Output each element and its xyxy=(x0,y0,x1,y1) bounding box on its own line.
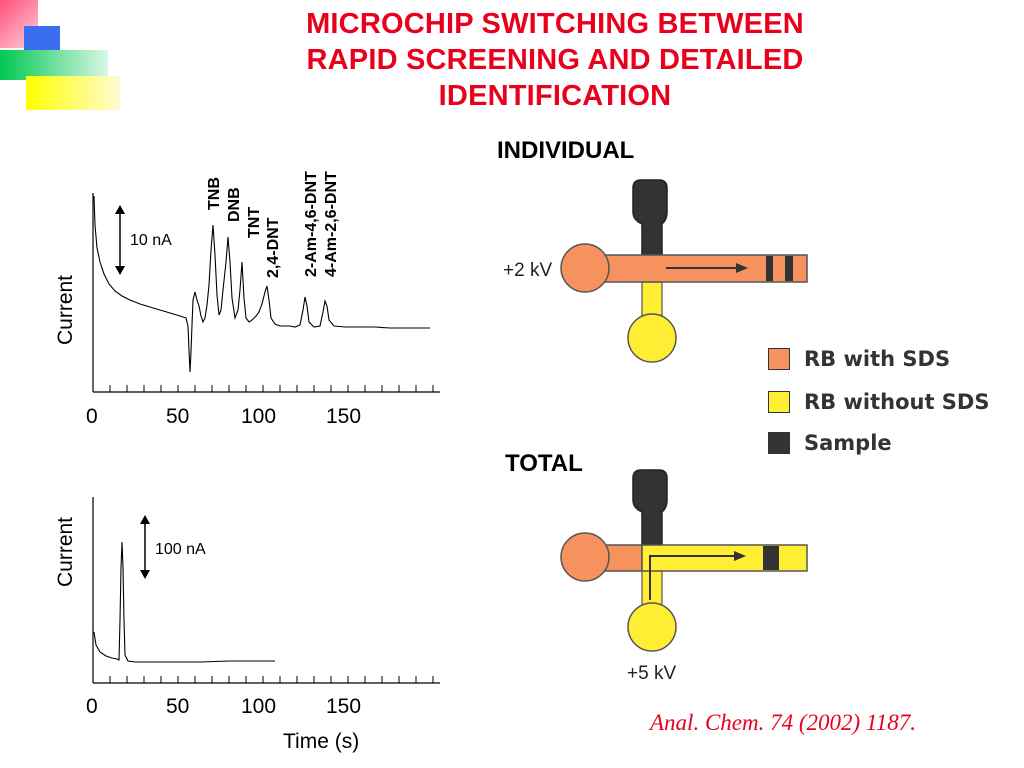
legend-item-rb-with-sds: RB with SDS xyxy=(768,346,950,372)
top-plot-xtick-labels: 0 50 100 150 xyxy=(0,405,460,431)
chip-individual-yellow-reservoir xyxy=(627,313,677,363)
chip-total-voltage: +5 kV xyxy=(627,663,677,684)
peak-label-24dnt: 2,4-DNT xyxy=(265,217,282,278)
decor-square-blue xyxy=(24,26,60,54)
legend-label-sample: Sample xyxy=(804,431,892,455)
bottom-plot: 100 nA Current xyxy=(54,497,440,684)
chip-individual-sample-band-2 xyxy=(785,256,793,281)
chip-total-sample-channel xyxy=(632,469,668,546)
legend-item-rb-without-sds: RB without SDS xyxy=(768,389,989,415)
decor-square-green xyxy=(0,50,108,80)
top-xtick-50: 50 xyxy=(166,405,190,428)
chip-individual-flow-arrow-head xyxy=(736,263,748,273)
peak-label-2am46dnt: 2-Am-4,6-DNT xyxy=(303,171,320,277)
bottom-xtick-0: 0 xyxy=(86,695,98,718)
top-plot-trace xyxy=(93,195,430,373)
bottom-plot-xtick-labels: 0 50 100 150 xyxy=(0,695,460,721)
chip-total-flow-arrow-head xyxy=(734,551,746,561)
legend-item-sample: Sample xyxy=(768,430,892,456)
top-plot: 10 nA Current TNB DNB TNT 2,4-DNT 2-Am-4… xyxy=(54,171,440,393)
bottom-scale-bar-label: 100 nA xyxy=(155,541,206,558)
top-xtick-0: 0 xyxy=(86,405,98,428)
top-scale-bar-arrow-head-up xyxy=(115,205,125,214)
chip-total-orange-reservoir xyxy=(560,532,610,582)
bottom-plot-trace xyxy=(93,541,275,663)
chip-total-yellow-horizontal-channel xyxy=(641,544,808,572)
chip-total-diagram xyxy=(560,469,808,652)
citation: Anal. Chem. 74 (2002) 1187. xyxy=(650,710,916,735)
slide-title: MICROCHIP SWITCHING BETWEEN RAPID SCREEN… xyxy=(200,6,910,114)
chip-total-flow-arrow xyxy=(649,555,738,600)
bottom-plot-ylabel: Current xyxy=(54,517,77,587)
chip-individual-diagram xyxy=(560,179,808,363)
peak-label-tnb: TNB xyxy=(206,177,223,210)
chip-individual-sample-channel xyxy=(632,179,668,256)
legend-label-rb-without-sds: RB without SDS xyxy=(804,390,990,414)
top-scale-bar-label: 10 nA xyxy=(130,232,172,249)
bottom-plot-xlabel: Time (s) xyxy=(283,730,360,753)
bottom-plot-x-tickmarks xyxy=(109,676,434,683)
total-heading: TOTAL xyxy=(505,450,583,477)
decor-square-yellow xyxy=(26,76,120,110)
chip-individual-sample-band-1 xyxy=(766,256,773,281)
bottom-xtick-150: 150 xyxy=(326,695,362,718)
bottom-xtick-50: 50 xyxy=(166,695,190,718)
title-line-3: IDENTIFICATION xyxy=(438,80,672,112)
bottom-scale-bar-arrow-head-up xyxy=(140,515,150,524)
chip-individual-orange-reservoir xyxy=(560,243,610,293)
bottom-scale-bar-arrow-head-down xyxy=(140,570,150,579)
top-xtick-150: 150 xyxy=(326,405,362,428)
top-plot-ylabel: Current xyxy=(54,275,77,345)
chip-total-yellow-reservoir xyxy=(627,602,677,652)
chip-individual-voltage: +2 kV xyxy=(503,260,553,281)
chip-total-sample-band xyxy=(763,546,779,570)
top-xtick-100: 100 xyxy=(241,405,277,428)
legend-label-rb-with-sds: RB with SDS xyxy=(804,347,951,371)
title-line-2: RAPID SCREENING AND DETAILED xyxy=(306,44,804,76)
individual-heading: INDIVIDUAL xyxy=(497,137,635,164)
top-plot-x-tickmarks xyxy=(109,385,434,392)
peak-label-tnt: TNT xyxy=(246,207,263,238)
title-line-1: MICROCHIP SWITCHING BETWEEN xyxy=(306,8,804,40)
peak-label-4am26dnt: 4-Am-2,6-DNT xyxy=(323,171,340,277)
legend-swatch-orange xyxy=(768,348,790,370)
top-scale-bar-arrow-head-down xyxy=(115,266,125,275)
peak-label-dnb: DNB xyxy=(226,187,243,222)
legend-swatch-yellow xyxy=(768,391,790,413)
legend-swatch-dark xyxy=(768,432,790,454)
bottom-xtick-100: 100 xyxy=(241,695,277,718)
